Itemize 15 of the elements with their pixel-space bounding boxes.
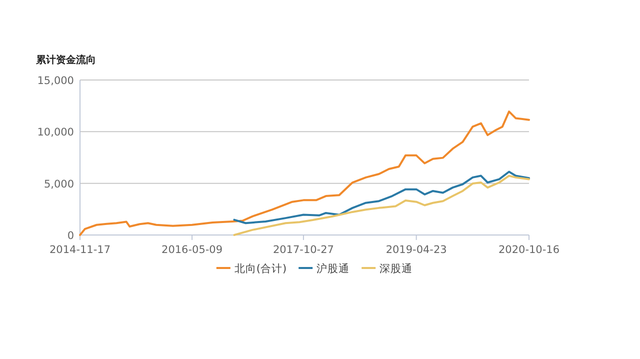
legend-label: 深股通	[380, 262, 413, 275]
x-tick-label: 2016-05-09	[162, 244, 223, 256]
x-tick-label: 2020-10-16	[498, 244, 560, 256]
x-tick-label: 2019-04-23	[386, 244, 447, 256]
x-tick-label: 2017-10-27	[272, 244, 334, 256]
chart-title: 累计资金流向	[35, 54, 96, 66]
y-tick-label: 15,000	[37, 75, 74, 87]
y-tick-label: 0	[67, 230, 74, 242]
legend-label: 沪股通	[316, 262, 350, 275]
y-tick-label: 5,000	[44, 178, 74, 190]
y-tick-label: 10,000	[37, 126, 74, 139]
legend-label: 北向(合计)	[234, 262, 287, 275]
line-series	[233, 174, 530, 236]
line-series	[233, 170, 530, 224]
x-tick-label: 2014-11-17	[49, 244, 111, 256]
